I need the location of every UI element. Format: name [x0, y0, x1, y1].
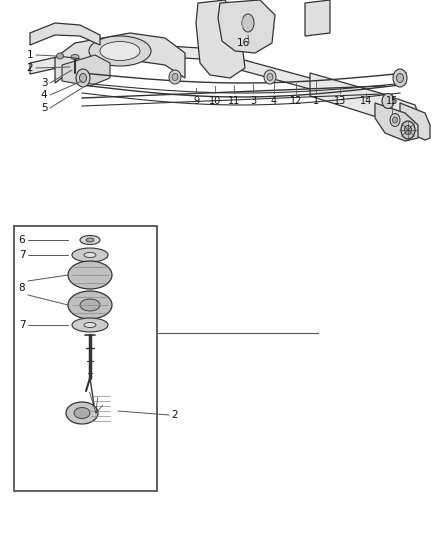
Ellipse shape [72, 248, 108, 262]
Polygon shape [375, 103, 418, 141]
Ellipse shape [80, 236, 100, 245]
Ellipse shape [392, 117, 398, 123]
Text: 12: 12 [290, 96, 302, 106]
Polygon shape [310, 73, 420, 133]
Ellipse shape [393, 69, 407, 87]
Text: 11: 11 [228, 96, 240, 106]
Polygon shape [30, 43, 415, 128]
Polygon shape [55, 33, 185, 83]
Text: 5: 5 [41, 103, 47, 113]
Ellipse shape [86, 238, 94, 242]
Bar [14, 226, 157, 491]
Polygon shape [30, 23, 100, 45]
Polygon shape [62, 55, 110, 86]
Text: 3: 3 [41, 78, 47, 88]
Text: 3: 3 [250, 96, 256, 106]
Ellipse shape [76, 69, 90, 87]
Ellipse shape [405, 125, 411, 134]
Ellipse shape [89, 36, 151, 66]
Ellipse shape [68, 261, 112, 289]
Ellipse shape [169, 70, 181, 84]
Polygon shape [196, 0, 245, 78]
Text: 7: 7 [19, 250, 25, 260]
Polygon shape [218, 0, 275, 53]
Text: 13: 13 [334, 96, 346, 106]
Text: 7: 7 [19, 320, 25, 330]
Ellipse shape [100, 42, 140, 61]
Ellipse shape [71, 54, 79, 60]
Ellipse shape [264, 70, 276, 84]
Polygon shape [400, 103, 430, 140]
Text: 8: 8 [19, 283, 25, 293]
Ellipse shape [74, 408, 90, 418]
Ellipse shape [84, 322, 96, 327]
Text: 6: 6 [19, 235, 25, 245]
Ellipse shape [72, 318, 108, 332]
Text: 10: 10 [209, 96, 221, 106]
Ellipse shape [172, 74, 178, 80]
Ellipse shape [382, 93, 394, 109]
Text: 16: 16 [237, 38, 250, 48]
Ellipse shape [57, 53, 64, 59]
Text: 4: 4 [271, 96, 277, 106]
Text: 14: 14 [360, 96, 372, 106]
Ellipse shape [401, 121, 415, 139]
Ellipse shape [68, 291, 112, 319]
Ellipse shape [267, 74, 273, 80]
Ellipse shape [84, 253, 96, 257]
Text: 4: 4 [41, 90, 47, 100]
Ellipse shape [390, 114, 400, 126]
Text: 9: 9 [193, 96, 199, 106]
Text: 2: 2 [172, 410, 178, 420]
Polygon shape [305, 0, 330, 36]
Ellipse shape [242, 14, 254, 32]
Ellipse shape [66, 402, 98, 424]
Text: 15: 15 [386, 96, 398, 106]
Ellipse shape [396, 74, 403, 83]
Text: 1: 1 [313, 96, 319, 106]
Ellipse shape [80, 299, 100, 311]
Text: 2: 2 [27, 63, 33, 73]
Text: 1: 1 [27, 50, 33, 60]
Ellipse shape [80, 74, 86, 83]
